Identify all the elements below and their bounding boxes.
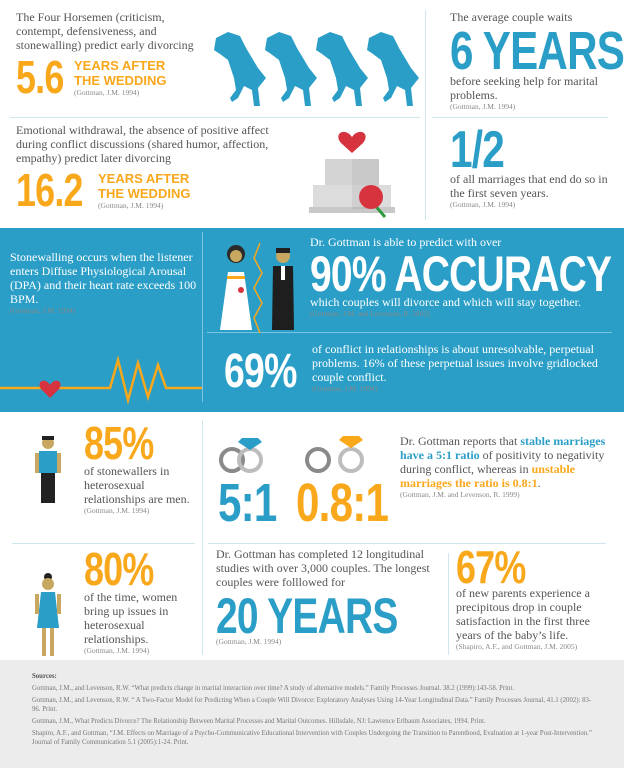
horse-icons <box>214 32 419 106</box>
divider <box>208 543 606 544</box>
accuracy-block: Dr. Gottman is able to predict with over… <box>310 235 616 319</box>
divider <box>202 420 203 655</box>
citation: (Gottman, J.M. 1994) <box>98 201 164 210</box>
citation: (Gottman, J.M. and Levenson, R. 2002) <box>310 309 430 318</box>
men-block: 85% of stonewallers in heterosexual rela… <box>84 420 200 516</box>
half-stat: 1/2 <box>450 121 505 179</box>
withdrawal-block: Emotional withdrawal, the absence of pos… <box>16 123 296 216</box>
wait-text: before seeking help for marital problems… <box>450 74 598 102</box>
sources-title: Sources: <box>32 673 57 680</box>
horse-icon <box>367 32 419 106</box>
sources-section: Sources: Gottman, J.M., and Levenson, R.… <box>0 660 624 768</box>
heartbeat-icon <box>0 355 202 405</box>
stonewalling-block: Stonewalling occurs when the listener en… <box>10 250 198 316</box>
divider <box>12 543 195 544</box>
studies-stat: 20 YEARS <box>216 588 398 644</box>
half-text: of all marriages that end do so in the f… <box>450 172 608 200</box>
wait-stat: 6 YEARS <box>450 21 624 81</box>
women-text: of the time, women bring up issues in he… <box>84 590 178 646</box>
ratio-text-part: Dr. Gottman reports that <box>400 434 521 448</box>
divider <box>202 232 203 402</box>
source-item: Gottman, J.M., and Levenson, R.W. “ A Tw… <box>32 697 592 713</box>
divider <box>207 332 612 333</box>
half-block: 1/2 of all marriages that end do so in t… <box>450 124 618 210</box>
horsemen-block: The Four Horsemen (criticism, contempt, … <box>16 10 208 103</box>
women-block: 80% of the time, women bring up issues i… <box>84 546 200 656</box>
unstable-ratio-stat: 0.8:1 <box>296 473 389 533</box>
citation: (Gottman, J.M. 1994) <box>312 384 378 393</box>
citation: (Gottman, J.M. 1994) <box>450 102 516 111</box>
wait-block: The average couple waits 6 YEARS before … <box>450 10 624 112</box>
stonewalling-text: Stonewalling occurs when the listener en… <box>10 250 197 306</box>
horsemen-unit: YEARS AFTER THE WEDDING <box>74 58 167 88</box>
conflict-stat: 69% <box>224 345 297 398</box>
source-item: Shapiro, A.F., and Gottman, “J.M. Effect… <box>32 730 592 746</box>
accuracy-stat: 90% ACCURACY <box>310 246 612 302</box>
citation: (Shapiro, A.F., and Gottman, J.M. 2005) <box>456 642 578 651</box>
unstable-highlight: unstable marriages the ratio is 0.8:1 <box>400 462 575 490</box>
woman-icon <box>35 573 61 656</box>
citation: (Gottman, J.M. 1994) <box>216 637 282 646</box>
parents-stat: 67% <box>456 541 526 593</box>
ratio-text: Dr. Gottman reports that stable marriage… <box>400 434 610 490</box>
stable-ratio-stat: 5:1 <box>218 473 277 533</box>
divider <box>448 553 449 655</box>
source-item: Gottman, J.M., and Levenson, R.W. “What … <box>32 685 515 692</box>
citation: (Gottman, J.M. 1994) <box>84 646 150 655</box>
stable-highlight: stable marriages have a 5:1 ratio <box>400 434 606 462</box>
withdrawal-text: Emotional withdrawal, the absence of pos… <box>16 123 269 165</box>
ratio-text-part: . <box>537 476 541 490</box>
wait-intro: The average couple waits <box>450 10 573 24</box>
men-text: of stonewallers in heterosexual relation… <box>84 464 190 506</box>
conflict-text: of conflict in relationships is about un… <box>312 342 598 384</box>
accuracy-text: which couples will divorce and which wil… <box>310 295 581 309</box>
divider <box>432 117 608 118</box>
divider <box>425 10 426 220</box>
horse-icon <box>265 32 317 106</box>
divider <box>10 117 420 118</box>
horsemen-text: The Four Horsemen (criticism, contempt, … <box>16 10 194 52</box>
man-icon <box>35 436 61 503</box>
withdrawal-stat: 16.2 <box>16 164 83 216</box>
ratio-block: Dr. Gottman reports that stable marriage… <box>400 434 610 500</box>
bride-groom-icon <box>220 242 294 334</box>
withdrawal-unit: YEARS AFTER THE WEDDING <box>98 171 191 201</box>
unstable-ratio-wrap: 0.8:1 <box>296 476 396 530</box>
citation: (Gottman, J.M. 1994) <box>74 88 140 97</box>
horse-icon <box>214 32 266 106</box>
citation: (Gottman, J.M. 1994) <box>10 306 76 315</box>
ratio-text-part: of positivity to negativity during confl… <box>400 448 605 476</box>
studies-block: Dr. Gottman has completed 12 longitudina… <box>216 547 444 647</box>
horse-icon <box>316 32 368 106</box>
conflict-stat-wrap: 69% <box>224 345 308 398</box>
parents-text: of new parents experience a precipitous … <box>456 586 590 642</box>
men-stat: 85% <box>84 417 154 469</box>
women-stat: 80% <box>84 543 154 595</box>
citation: (Gottman, J.M. and Levenson, R. 1999) <box>400 490 520 499</box>
parents-block: 67% of new parents experience a precipit… <box>456 544 616 652</box>
accuracy-intro: Dr. Gottman is able to predict with over <box>310 235 502 249</box>
stable-ratio-wrap: 5:1 <box>218 476 288 530</box>
citation: (Gottman, J.M. 1994) <box>84 506 150 515</box>
conflict-block: of conflict in relationships is about un… <box>312 342 612 394</box>
rings-icon <box>219 436 364 473</box>
horsemen-stat: 5.6 <box>16 51 64 103</box>
wedding-cake-icon <box>309 131 395 218</box>
citation: (Gottman, J.M. 1994) <box>450 200 516 209</box>
source-item: Gottman, J.M., What Predicts Divorce? Th… <box>32 718 486 725</box>
highlight-band <box>0 228 624 412</box>
studies-text: Dr. Gottman has completed 12 longitudina… <box>216 547 430 589</box>
